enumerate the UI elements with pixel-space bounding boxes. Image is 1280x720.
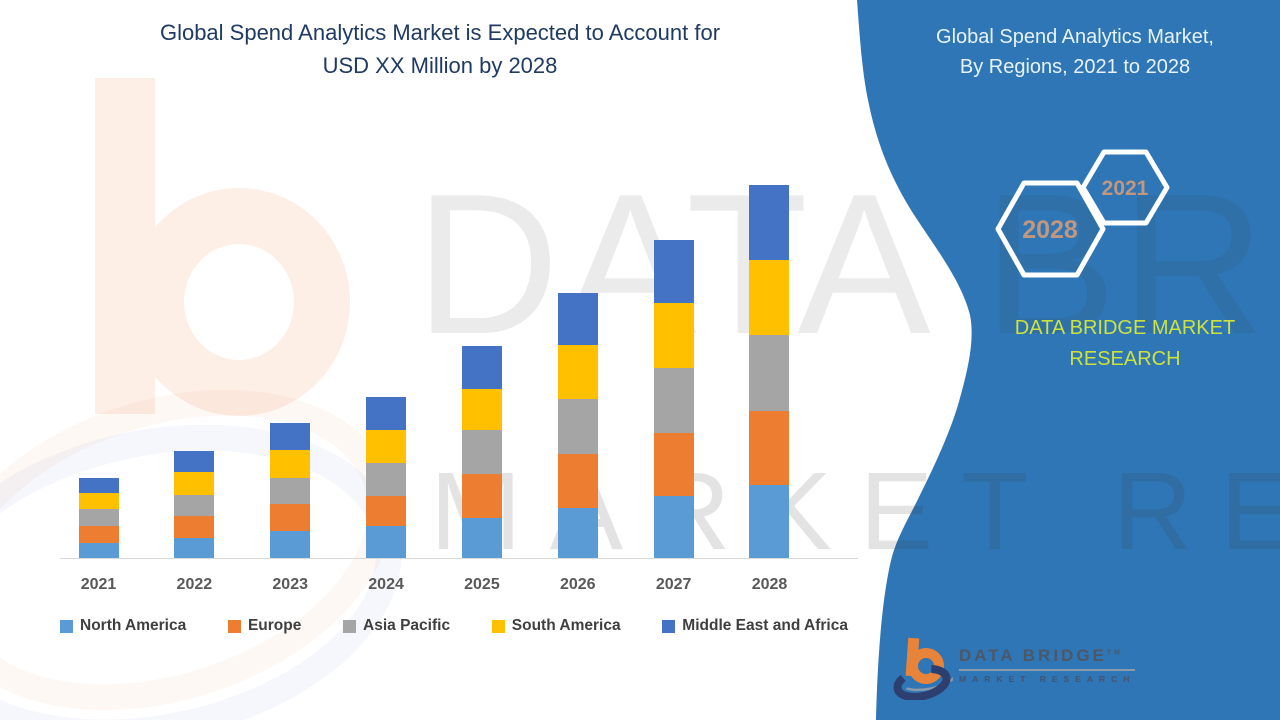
- page-title: Global Spend Analytics Market is Expecte…: [90, 16, 790, 82]
- legend-label: North America: [80, 617, 187, 634]
- bar-segment-2025-north-america: [461, 518, 502, 558]
- bar-segment-2021-middle-east-and-africa: [78, 478, 119, 493]
- x-axis-label-2023: 2023: [272, 576, 308, 593]
- logo-tagline: MARKET RESEARCH: [959, 674, 1136, 684]
- legend-item-south-america: South America: [491, 617, 621, 635]
- panel-title: Global Spend Analytics Market, By Region…: [890, 22, 1260, 82]
- plot-area: [60, 180, 860, 558]
- hexagon-2028: [995, 180, 1106, 278]
- bar-segment-2027-south-america: [653, 303, 694, 368]
- bar-2028: [749, 185, 790, 558]
- legend-swatch: [60, 619, 73, 633]
- bar-segment-2023-north-america: [270, 531, 311, 558]
- brand-name-line2: RESEARCH: [1069, 348, 1181, 370]
- logo-b-bowl: [908, 648, 944, 684]
- hexagon-2028-label: 2028: [1022, 216, 1078, 244]
- x-axis-label-2022: 2022: [176, 576, 213, 593]
- bar-segment-2022-europe: [174, 516, 215, 538]
- bar-segment-2025-europe: [461, 474, 502, 518]
- bar-segment-2028-south-america: [749, 260, 790, 335]
- logo-navy-swoosh: [893, 665, 951, 701]
- x-axis-label-2028: 2028: [751, 576, 788, 593]
- bar-segment-2025-asia-pacific: [461, 430, 502, 474]
- logo-name: DATA BRIDGETM: [959, 646, 1136, 671]
- bar-segment-2025-south-america: [461, 389, 502, 430]
- bar-segment-2021-europe: [78, 526, 119, 543]
- legend-item-middle-east-and-africa: Middle East and Africa: [662, 617, 848, 635]
- bar-segment-2026-europe: [557, 454, 598, 508]
- legend-swatch: [491, 619, 505, 633]
- x-axis-label-2027: 2027: [655, 576, 692, 593]
- x-axis-label-2025: 2025: [464, 576, 500, 593]
- bar-segment-2027-north-america: [653, 496, 694, 558]
- bar-segment-2024-south-america: [366, 430, 407, 463]
- bar-segment-2023-asia-pacific: [270, 478, 311, 504]
- bar-segment-2028-middle-east-and-africa: [749, 185, 790, 260]
- panel-title-line2: By Regions, 2021 to 2028: [959, 56, 1191, 78]
- bar-2022: [174, 451, 215, 558]
- bar-2023: [270, 423, 311, 558]
- bar-2025: [461, 346, 502, 558]
- tm-mark: TM: [1106, 649, 1124, 657]
- bar-segment-2024-middle-east-and-africa: [366, 397, 407, 430]
- x-axis-line: [60, 558, 858, 559]
- logo-text-block: DATA BRIDGETM MARKET RESEARCH: [959, 646, 1136, 684]
- bar-segment-2028-europe: [749, 411, 790, 485]
- bar-segment-2023-south-america: [270, 450, 311, 478]
- bar-segment-2024-europe: [366, 496, 407, 526]
- legend-item-europe: Europe: [227, 617, 302, 635]
- bar-segment-2027-middle-east-and-africa: [653, 240, 694, 303]
- bar-2027: [653, 240, 694, 558]
- bar-2026: [557, 293, 598, 558]
- bar-segment-2024-asia-pacific: [366, 463, 407, 496]
- bar-segment-2021-south-america: [78, 493, 119, 509]
- x-axis-label-2021: 2021: [80, 576, 117, 593]
- brand-name-line1: DATA BRIDGE MARKET: [1014, 317, 1236, 339]
- legend-swatch: [343, 619, 357, 633]
- x-axis-label-2026: 2026: [559, 576, 596, 593]
- panel-title-line1: Global Spend Analytics Market,: [936, 26, 1214, 48]
- bar-segment-2028-north-america: [749, 485, 790, 558]
- legend-label: Europe: [247, 617, 302, 634]
- chart-legend: North America Europe Asia Pacific South Ame…: [60, 617, 848, 635]
- x-axis-label-2024: 2024: [368, 576, 404, 593]
- legend-item-north-america: North America: [60, 617, 186, 635]
- bar-segment-2023-middle-east-and-africa: [270, 423, 311, 450]
- bar-segment-2022-asia-pacific: [174, 495, 215, 516]
- data-bridge-logo: DATA BRIDGETM MARKET RESEARCH: [893, 636, 1136, 701]
- bar-segment-2022-middle-east-and-africa: [174, 451, 215, 472]
- bar-segment-2027-europe: [653, 433, 694, 496]
- bar-segment-2022-north-america: [174, 538, 215, 558]
- bar-segment-2026-north-america: [557, 508, 598, 558]
- hexagon-2021: [1080, 149, 1170, 226]
- page-title-line1: Global Spend Analytics Market is Expecte…: [159, 20, 721, 45]
- bar-segment-2026-south-america: [557, 345, 598, 399]
- legend-swatch: [662, 619, 676, 633]
- brand-name-text: DATA BRIDGE MARKET RESEARCH: [970, 313, 1280, 375]
- legend-label: South America: [511, 617, 621, 634]
- bar-segment-2026-middle-east-and-africa: [557, 293, 598, 345]
- bar-segment-2022-south-america: [174, 472, 215, 495]
- bar-segment-2025-middle-east-and-africa: [461, 346, 502, 389]
- bar-segment-2023-europe: [270, 504, 311, 531]
- x-axis-labels: 2021 2022 2023 2024 2025 2026 2027 2028: [60, 576, 860, 598]
- legend-label: Middle East and Africa: [682, 617, 848, 634]
- legend-item-asia-pacific: Asia Pacific: [343, 617, 450, 635]
- hexagon-2021-label: 2021: [1102, 177, 1149, 200]
- bar-segment-2026-asia-pacific: [557, 399, 598, 454]
- bar-2021: [78, 478, 119, 558]
- legend-swatch: [227, 619, 241, 633]
- bar-segment-2021-asia-pacific: [78, 509, 119, 526]
- data-bridge-logo-icon: [893, 636, 958, 701]
- bar-segment-2024-north-america: [366, 526, 407, 558]
- bar-2024: [366, 397, 407, 558]
- bar-segment-2028-asia-pacific: [749, 335, 790, 411]
- bar-segment-2027-asia-pacific: [653, 368, 694, 433]
- bar-segment-2021-north-america: [78, 543, 119, 558]
- page-title-line2: USD XX Million by 2028: [322, 53, 558, 78]
- legend-label: Asia Pacific: [363, 617, 451, 634]
- year-hexagons: 2021 2028: [995, 149, 1170, 278]
